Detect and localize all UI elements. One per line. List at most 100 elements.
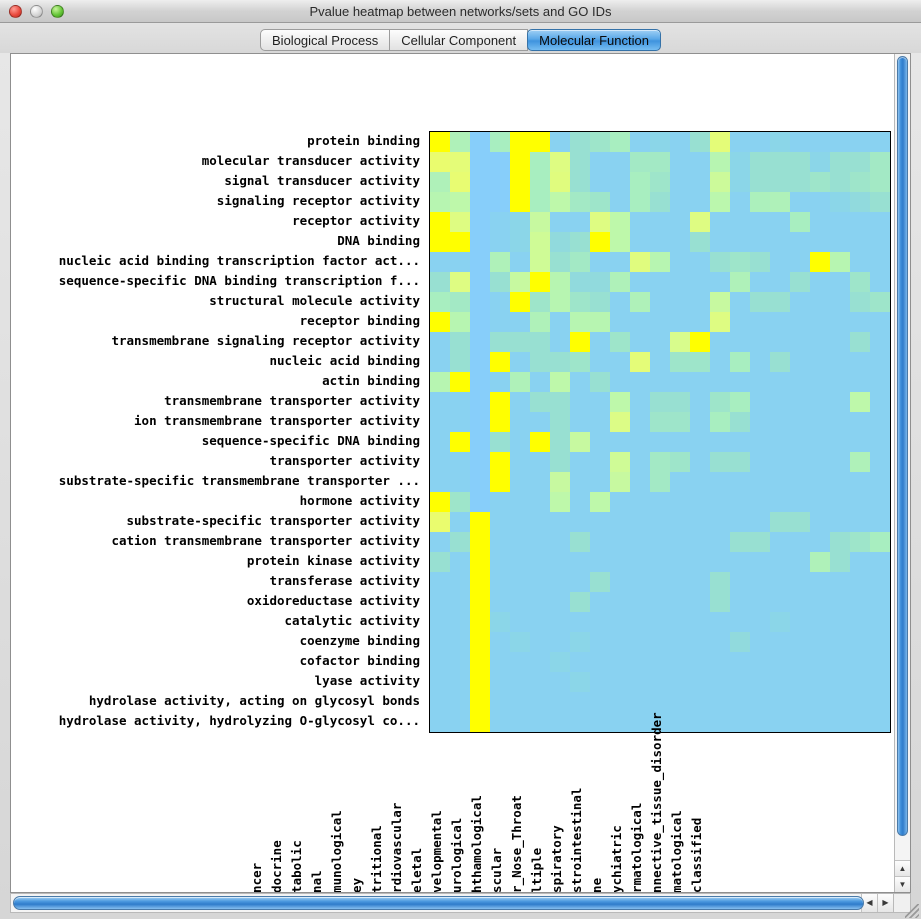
heatmap-cell[interactable]	[570, 592, 590, 612]
heatmap-cell[interactable]	[570, 252, 590, 272]
heatmap-cell[interactable]	[450, 612, 470, 632]
heatmap-cell[interactable]	[770, 612, 790, 632]
heatmap-cell[interactable]	[590, 472, 610, 492]
heatmap-cell[interactable]	[790, 492, 810, 512]
heatmap-cell[interactable]	[650, 312, 670, 332]
heatmap-cell[interactable]	[530, 612, 550, 632]
heatmap-cell[interactable]	[790, 232, 810, 252]
heatmap-cell[interactable]	[490, 252, 510, 272]
heatmap-cell[interactable]	[430, 212, 450, 232]
heatmap-cell[interactable]	[470, 652, 490, 672]
heatmap-cell[interactable]	[770, 672, 790, 692]
heatmap-cell[interactable]	[490, 672, 510, 692]
heatmap-cell[interactable]	[630, 552, 650, 572]
heatmap-cell[interactable]	[830, 452, 850, 472]
heatmap-cell[interactable]	[710, 272, 730, 292]
heatmap-cell[interactable]	[490, 492, 510, 512]
heatmap-cell[interactable]	[790, 432, 810, 452]
heatmap-cell[interactable]	[590, 212, 610, 232]
tab-biological-process[interactable]: Biological Process	[260, 29, 391, 51]
heatmap-cell[interactable]	[570, 172, 590, 192]
heatmap-cell[interactable]	[830, 572, 850, 592]
heatmap-cell[interactable]	[430, 712, 450, 732]
heatmap-cell[interactable]	[470, 132, 490, 152]
heatmap-cell[interactable]	[770, 352, 790, 372]
heatmap-cell[interactable]	[870, 252, 890, 272]
heatmap-cell[interactable]	[530, 492, 550, 512]
heatmap-cell[interactable]	[650, 612, 670, 632]
heatmap-cell[interactable]	[610, 532, 630, 552]
heatmap-cell[interactable]	[650, 512, 670, 532]
heatmap-cell[interactable]	[670, 592, 690, 612]
heatmap-cell[interactable]	[590, 492, 610, 512]
heatmap-cell[interactable]	[590, 552, 610, 572]
heatmap-cell[interactable]	[590, 672, 610, 692]
heatmap-cell[interactable]	[450, 572, 470, 592]
heatmap-cell[interactable]	[470, 252, 490, 272]
heatmap-cell[interactable]	[470, 472, 490, 492]
heatmap-cell[interactable]	[770, 532, 790, 552]
heatmap-cell[interactable]	[670, 232, 690, 252]
heatmap-cell[interactable]	[710, 692, 730, 712]
heatmap-cell[interactable]	[690, 492, 710, 512]
heatmap-cell[interactable]	[610, 132, 630, 152]
heatmap-cell[interactable]	[770, 592, 790, 612]
heatmap-cell[interactable]	[530, 552, 550, 572]
heatmap-cell[interactable]	[470, 412, 490, 432]
heatmap-cell[interactable]	[530, 232, 550, 252]
heatmap-cell[interactable]	[610, 712, 630, 732]
heatmap-cell[interactable]	[850, 432, 870, 452]
heatmap-cell[interactable]	[870, 492, 890, 512]
heatmap-cell[interactable]	[570, 312, 590, 332]
heatmap-cell[interactable]	[670, 192, 690, 212]
heatmap-cell[interactable]	[430, 372, 450, 392]
heatmap-cell[interactable]	[630, 452, 650, 472]
heatmap-cell[interactable]	[630, 152, 650, 172]
heatmap-cell[interactable]	[770, 312, 790, 332]
heatmap-cell[interactable]	[470, 572, 490, 592]
heatmap-cell[interactable]	[530, 632, 550, 652]
heatmap-cell[interactable]	[710, 712, 730, 732]
heatmap-cell[interactable]	[830, 652, 850, 672]
heatmap-cell[interactable]	[770, 472, 790, 492]
heatmap-cell[interactable]	[870, 272, 890, 292]
heatmap-cell[interactable]	[810, 352, 830, 372]
heatmap-cell[interactable]	[650, 272, 670, 292]
heatmap-cell[interactable]	[870, 412, 890, 432]
heatmap-cell[interactable]	[850, 192, 870, 212]
heatmap-cell[interactable]	[450, 692, 470, 712]
heatmap-cell[interactable]	[430, 332, 450, 352]
heatmap-cell[interactable]	[790, 252, 810, 272]
heatmap-cell[interactable]	[850, 652, 870, 672]
heatmap-cell[interactable]	[450, 552, 470, 572]
heatmap-cell[interactable]	[690, 512, 710, 532]
heatmap-cell[interactable]	[790, 452, 810, 472]
heatmap-cell[interactable]	[670, 692, 690, 712]
heatmap-cell[interactable]	[530, 532, 550, 552]
heatmap-cell[interactable]	[470, 632, 490, 652]
heatmap-cell[interactable]	[670, 712, 690, 732]
heatmap-cell[interactable]	[630, 712, 650, 732]
heatmap-cell[interactable]	[690, 272, 710, 292]
heatmap-cell[interactable]	[830, 432, 850, 452]
horizontal-scroll-track[interactable]	[11, 894, 864, 912]
heatmap-cell[interactable]	[790, 272, 810, 292]
heatmap-cell[interactable]	[850, 692, 870, 712]
heatmap-cell[interactable]	[850, 172, 870, 192]
heatmap-cell[interactable]	[850, 712, 870, 732]
heatmap-cell[interactable]	[670, 652, 690, 672]
heatmap-cell[interactable]	[830, 692, 850, 712]
heatmap-cell[interactable]	[650, 632, 670, 652]
heatmap-cell[interactable]	[490, 132, 510, 152]
heatmap-cell[interactable]	[650, 672, 670, 692]
heatmap-cell[interactable]	[790, 152, 810, 172]
heatmap-cell[interactable]	[810, 292, 830, 312]
heatmap-cell[interactable]	[750, 492, 770, 512]
heatmap-cell[interactable]	[830, 532, 850, 552]
heatmap-cell[interactable]	[830, 512, 850, 532]
heatmap-cell[interactable]	[810, 532, 830, 552]
heatmap-cell[interactable]	[630, 432, 650, 452]
heatmap-cell[interactable]	[550, 532, 570, 552]
heatmap-cell[interactable]	[650, 132, 670, 152]
heatmap-cell[interactable]	[730, 232, 750, 252]
